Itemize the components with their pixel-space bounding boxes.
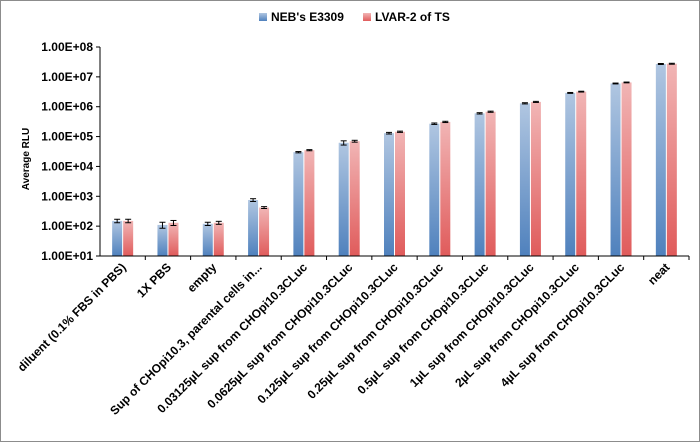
error-bar	[204, 221, 211, 227]
bar-series-2	[349, 141, 360, 256]
error-bar	[476, 112, 483, 115]
bar-series-1	[338, 142, 349, 256]
bar-series-2	[168, 222, 179, 256]
error-bar	[295, 151, 302, 154]
bar-series-1	[655, 63, 666, 257]
error-bar	[250, 198, 257, 202]
legend-label-1: NEB's E3309	[271, 10, 344, 24]
bar-series-1	[112, 220, 123, 256]
bar-series-2	[259, 207, 270, 256]
bar-series-1	[248, 200, 259, 256]
y-tick-label: 1.00E+05	[41, 130, 93, 144]
x-category-label: empty	[184, 260, 219, 295]
error-bar	[170, 219, 177, 227]
y-tick-label: 1.00E+04	[41, 159, 93, 173]
bar-series-1	[610, 83, 621, 256]
bar-series-2	[576, 91, 587, 256]
error-bar	[159, 221, 166, 229]
x-axis: diluent (0.1% FBS in PBS) 1X PBS emptySup …	[15, 255, 690, 418]
y-tick-label: 1.00E+01	[41, 249, 93, 263]
error-bar	[397, 130, 403, 133]
legend: NEB's E3309 LVAR-2 of TS	[259, 10, 450, 24]
bar-series-2	[440, 121, 451, 256]
error-bar	[578, 90, 585, 93]
error-bar	[612, 82, 619, 85]
bar-series-2	[395, 131, 405, 256]
bar-series-1	[157, 224, 168, 256]
x-category-label: neat	[645, 260, 672, 287]
error-bar	[431, 122, 438, 125]
legend-swatch-2	[363, 13, 371, 21]
y-axis-label: Average RLU	[21, 128, 32, 190]
bar-series-2	[530, 101, 541, 256]
bar-series-1	[384, 133, 394, 256]
bar-series-2	[213, 222, 224, 256]
error-bar	[442, 120, 449, 124]
error-bar	[215, 220, 222, 225]
error-bar	[623, 81, 630, 84]
bar-series-2	[485, 111, 496, 256]
bar-series-1	[202, 223, 213, 256]
error-bar	[125, 218, 132, 224]
bar-series-2	[666, 63, 677, 256]
error-bar	[521, 102, 528, 105]
y-tick-label: 1.00E+02	[41, 219, 93, 233]
error-bar	[114, 218, 121, 224]
error-bar	[261, 206, 268, 209]
error-bar	[567, 91, 574, 94]
bar-series-2	[123, 220, 134, 256]
y-tick-label: 1.00E+06	[41, 100, 93, 114]
error-bar	[668, 62, 675, 65]
error-bar	[657, 63, 664, 65]
error-bar	[306, 149, 313, 152]
y-tick-label: 1.00E+07	[41, 70, 93, 84]
x-category-label: 1X PBS	[134, 260, 174, 300]
error-bar	[487, 110, 494, 113]
y-tick-label: 1.00E+03	[41, 189, 93, 203]
legend-swatch-1	[259, 13, 267, 21]
error-bar	[386, 131, 392, 135]
y-axis: 1.00E+01 1.00E+02 1.00E+03 1.00E+04 1.00E+05…	[41, 40, 101, 263]
bar-series-1	[565, 92, 576, 256]
error-bar	[532, 100, 539, 103]
bar-series-1	[519, 103, 530, 257]
bar-series-2	[621, 82, 632, 256]
bars	[112, 62, 677, 257]
bar-series-1	[474, 113, 485, 256]
bar-series-1	[429, 123, 440, 256]
bar-series-1	[293, 152, 304, 256]
error-bar	[351, 139, 358, 143]
bar-series-2	[304, 150, 315, 256]
x-category-label: diluent (0.1% FBS in PBS)	[15, 260, 129, 374]
error-bar	[340, 140, 347, 146]
legend-label-2: LVAR-2 of TS	[375, 10, 450, 24]
y-tick-label: 1.00E+08	[41, 40, 93, 54]
